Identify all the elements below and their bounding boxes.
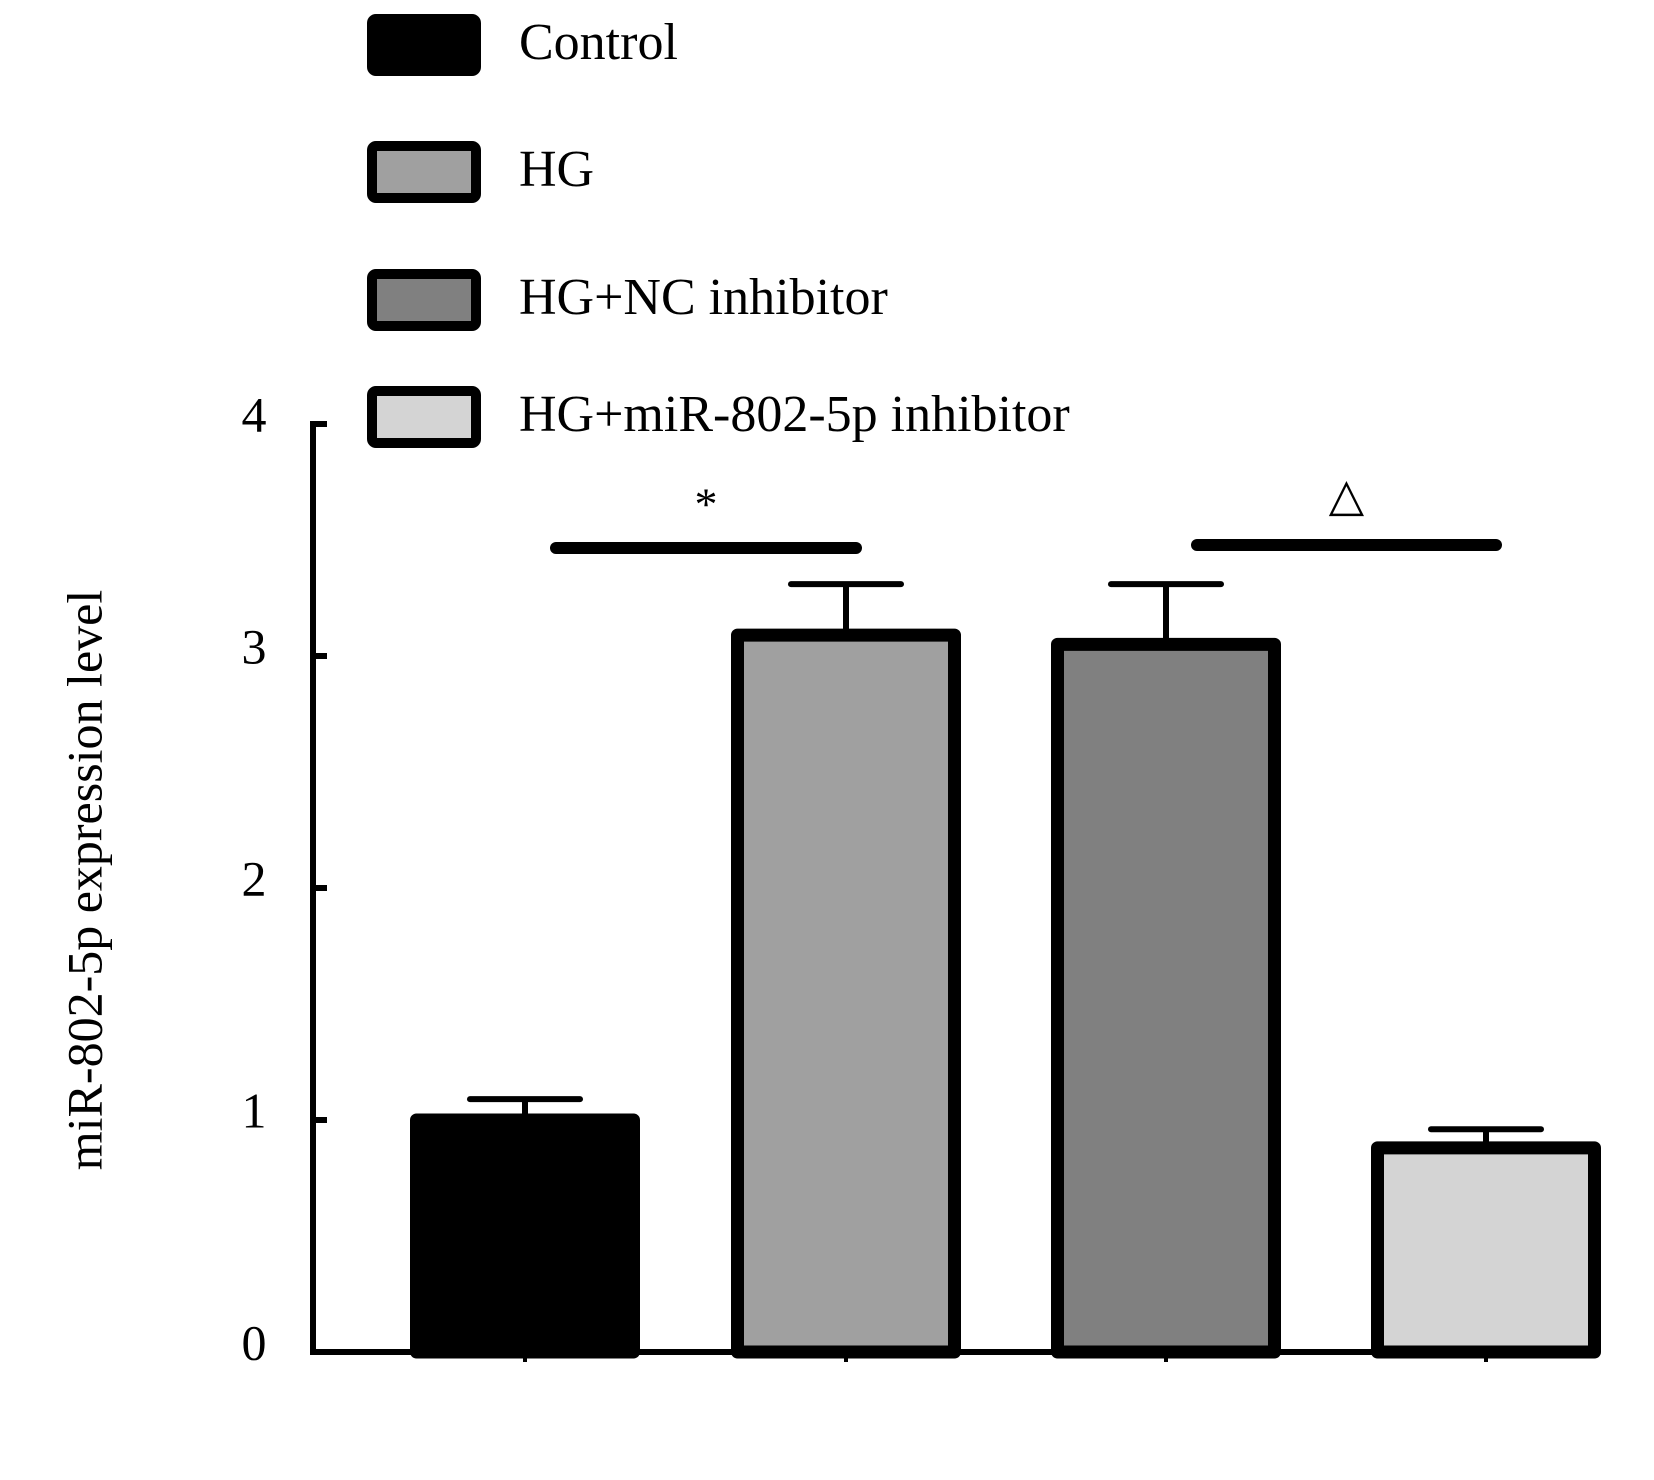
bar: [1371, 1141, 1601, 1359]
y-tick-label: 3: [242, 618, 267, 674]
legend-label: Control: [519, 14, 678, 71]
legend-label: HG+NC inhibitor: [519, 269, 888, 326]
y-tick-label: 0: [242, 1314, 267, 1370]
bar: [410, 1113, 640, 1359]
significance-mark: △: [1329, 470, 1365, 521]
legend-swatch: [367, 269, 481, 331]
legend-swatch: [367, 14, 481, 76]
legend-swatch: [367, 141, 481, 203]
bar: [731, 628, 961, 1359]
y-tick-label: 4: [242, 386, 267, 442]
y-axis-label: miR-802-5p expression level: [56, 590, 112, 1170]
legend-swatch: [367, 386, 481, 448]
y-tick-label: 1: [242, 1082, 267, 1138]
y-tick-label: 2: [242, 850, 267, 906]
legend-label: HG+miR-802-5p inhibitor: [519, 386, 1070, 443]
bar: [1051, 637, 1281, 1359]
significance-mark: *: [695, 479, 718, 530]
legend-label: HG: [519, 141, 594, 198]
